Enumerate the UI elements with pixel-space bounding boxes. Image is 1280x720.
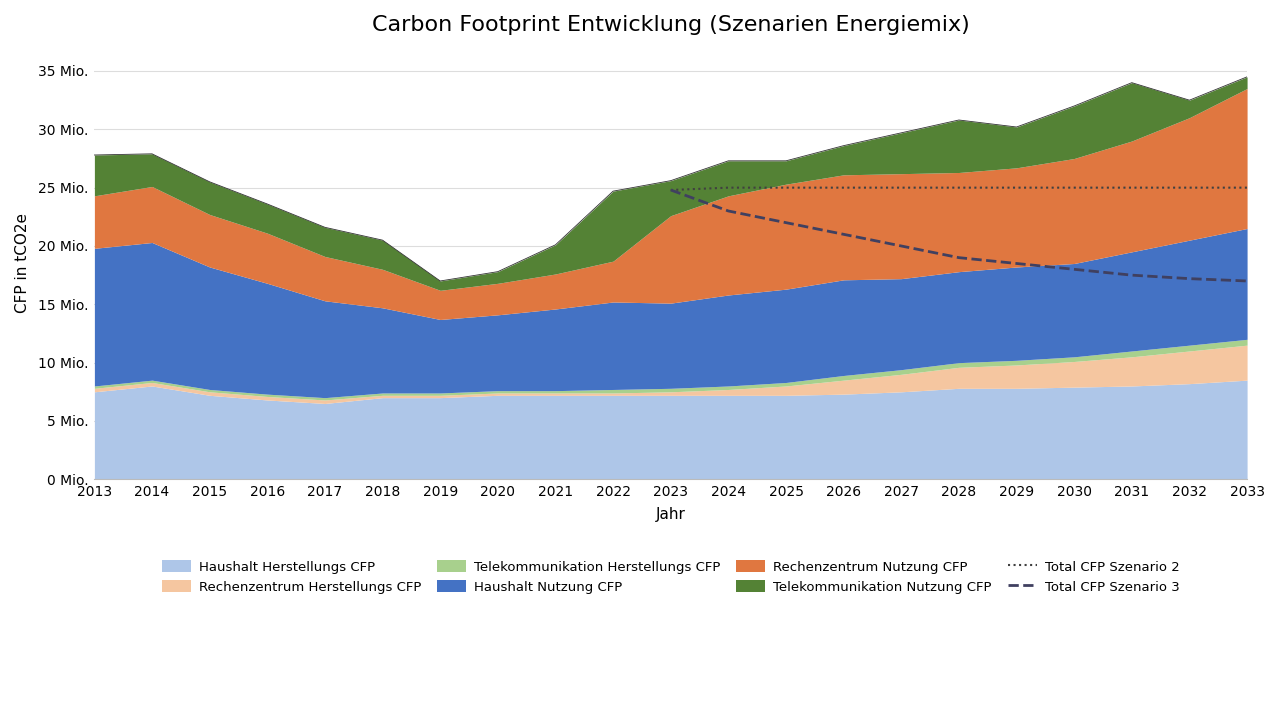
X-axis label: Jahr: Jahr: [655, 507, 686, 522]
Y-axis label: CFP in tCO2e: CFP in tCO2e: [15, 214, 29, 313]
Title: Carbon Footprint Entwicklung (Szenarien Energiemix): Carbon Footprint Entwicklung (Szenarien …: [372, 15, 970, 35]
Legend: Haushalt Herstellungs CFP, Rechenzentrum Herstellungs CFP, Telekommunikation Her: Haushalt Herstellungs CFP, Rechenzentrum…: [157, 555, 1185, 599]
